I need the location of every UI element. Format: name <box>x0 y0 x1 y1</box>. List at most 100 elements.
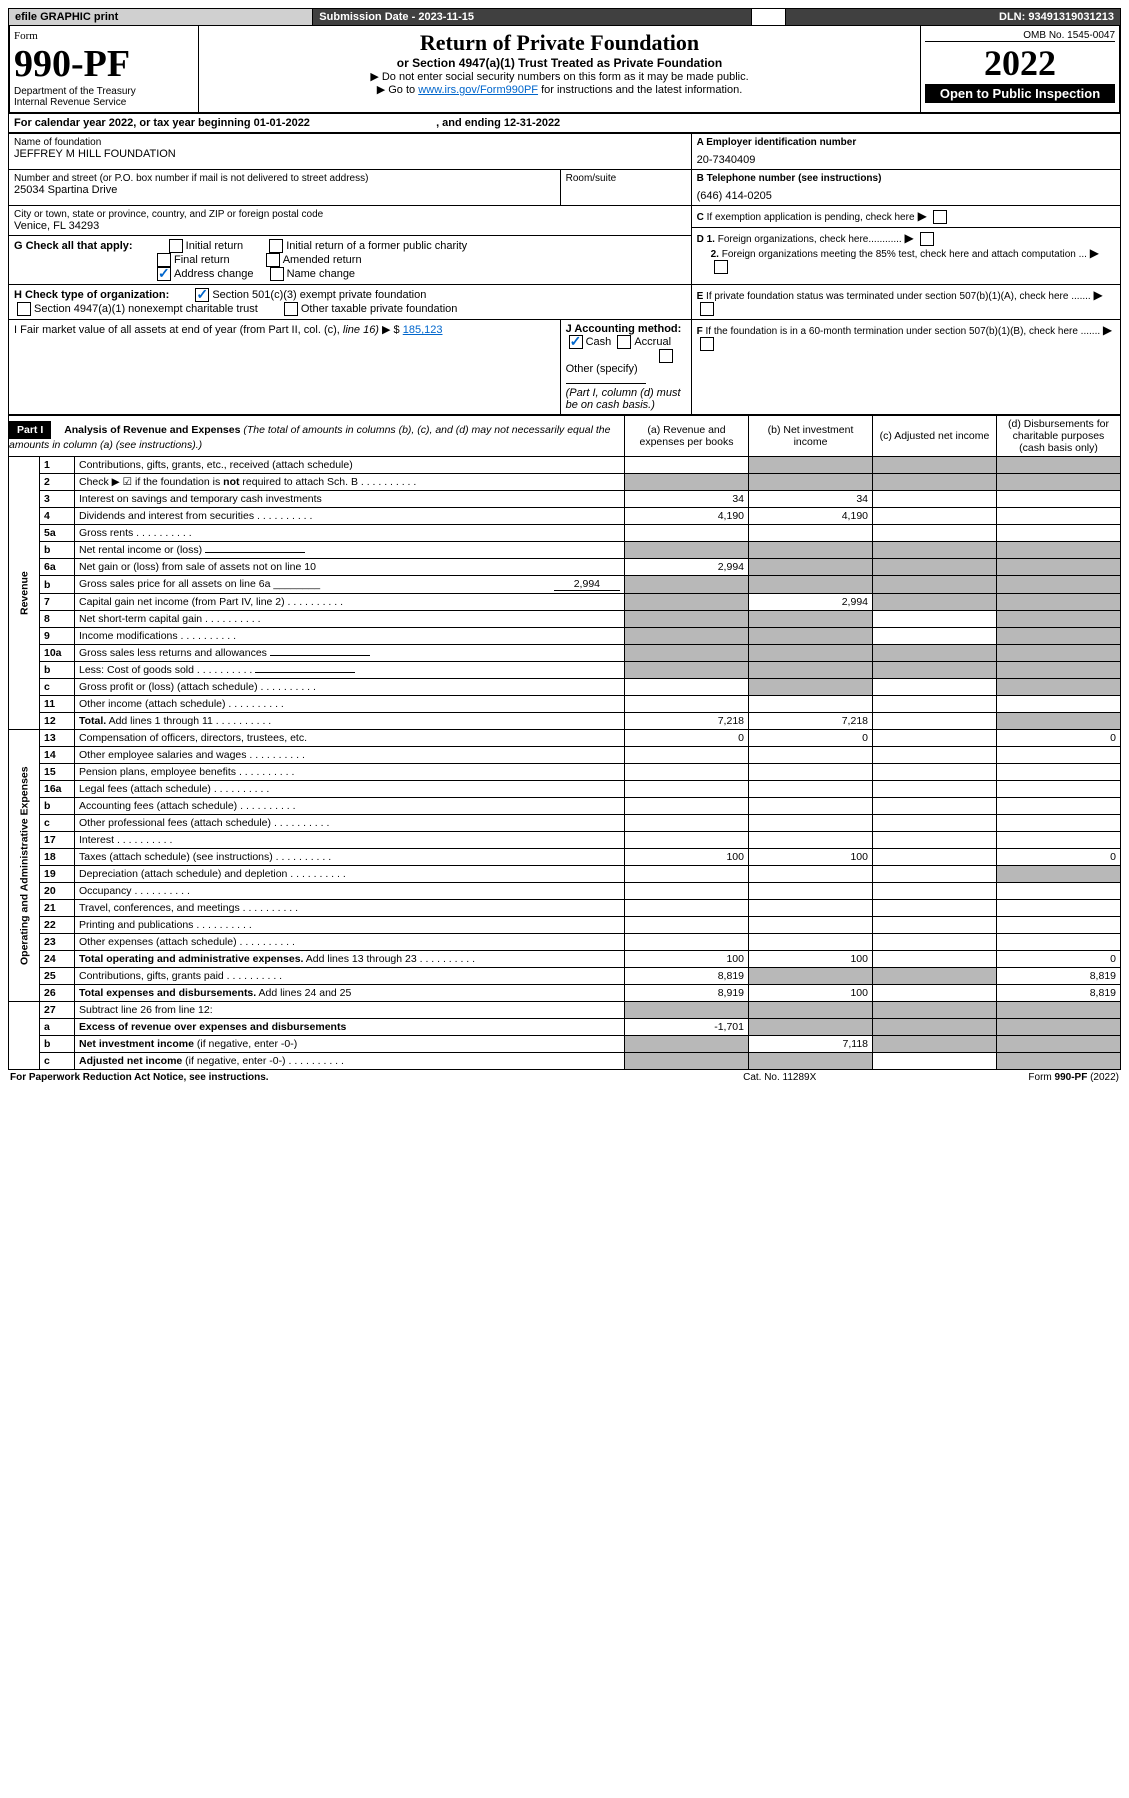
c-checkbox[interactable] <box>933 210 947 224</box>
line-desc: Accounting fees (attach schedule) <box>75 798 625 815</box>
cell-a: 4,190 <box>625 508 749 525</box>
cell-b <box>749 457 873 474</box>
city-label: City or town, state or province, country… <box>14 209 686 220</box>
h-501c3-checkbox[interactable] <box>195 288 209 302</box>
table-row: 6aNet gain or (loss) from sale of assets… <box>9 559 1121 576</box>
cell-d <box>997 508 1121 525</box>
line-no: 10a <box>40 645 75 662</box>
line-no: 13 <box>40 730 75 747</box>
line-no: 26 <box>40 985 75 1002</box>
cell-d <box>997 934 1121 951</box>
g-amended-checkbox[interactable] <box>266 253 280 267</box>
cell-b <box>749 628 873 645</box>
cell-a <box>625 747 749 764</box>
cell-d <box>997 900 1121 917</box>
line-desc: Gross rents <box>75 525 625 542</box>
cell-b <box>749 781 873 798</box>
efile-btn[interactable]: efile GRAPHIC print <box>9 9 313 26</box>
name-label: Name of foundation <box>14 137 686 148</box>
line-desc: Interest <box>75 832 625 849</box>
line-no: 5a <box>40 525 75 542</box>
table-row: 21Travel, conferences, and meetings <box>9 900 1121 917</box>
cell-d <box>997 781 1121 798</box>
table-row: cOther professional fees (attach schedul… <box>9 815 1121 832</box>
j-accrual-checkbox[interactable] <box>617 335 631 349</box>
line-desc: Total expenses and disbursements. Add li… <box>75 985 625 1002</box>
line-desc: Gross profit or (loss) (attach schedule) <box>75 679 625 696</box>
part1-label: Part I <box>9 421 51 439</box>
cell-b <box>749 1019 873 1036</box>
h-4947-checkbox[interactable] <box>17 302 31 316</box>
cell-a <box>625 628 749 645</box>
line-desc: Occupancy <box>75 883 625 900</box>
line-desc: Subtract line 26 from line 12: <box>75 1002 625 1019</box>
cell-b: 34 <box>749 491 873 508</box>
cell-c <box>873 713 997 730</box>
ein-label: A Employer identification number <box>697 137 857 148</box>
e-checkbox[interactable] <box>700 302 714 316</box>
line-no: 3 <box>40 491 75 508</box>
line-desc: Printing and publications <box>75 917 625 934</box>
cell-c <box>873 730 997 747</box>
table-row: 15Pension plans, employee benefits <box>9 764 1121 781</box>
line-no: b <box>40 542 75 559</box>
cell-b <box>749 662 873 679</box>
j-other-checkbox[interactable] <box>659 349 673 363</box>
col-d: (d) Disbursements for charitable purpose… <box>997 416 1121 457</box>
table-row: bGross sales price for all assets on lin… <box>9 576 1121 594</box>
cell-b: 7,218 <box>749 713 873 730</box>
form-word: Form <box>14 30 38 42</box>
cell-b <box>749 542 873 559</box>
j-note: (Part I, column (d) must be on cash basi… <box>566 387 681 411</box>
g-name-checkbox[interactable] <box>270 267 284 281</box>
cell-c <box>873 645 997 662</box>
cell-b <box>749 883 873 900</box>
cell-b: 0 <box>749 730 873 747</box>
addr-label: Number and street (or P.O. box number if… <box>14 173 555 184</box>
g-initial-former-checkbox[interactable] <box>269 239 283 253</box>
f-checkbox[interactable] <box>700 337 714 351</box>
calendar-year: For calendar year 2022, or tax year begi… <box>8 114 1121 133</box>
table-row: 22Printing and publications <box>9 917 1121 934</box>
cell-a <box>625 798 749 815</box>
cell-b <box>749 679 873 696</box>
g-address-checkbox[interactable] <box>157 267 171 281</box>
j-cash-checkbox[interactable] <box>569 335 583 349</box>
line-no: 11 <box>40 696 75 713</box>
ein: 20-7340409 <box>697 148 1115 166</box>
cell-c <box>873 474 997 491</box>
d1-checkbox[interactable] <box>920 232 934 246</box>
cell-d: 8,819 <box>997 985 1121 1002</box>
line-desc: Other employee salaries and wages <box>75 747 625 764</box>
h-other-checkbox[interactable] <box>284 302 298 316</box>
cell-b <box>749 815 873 832</box>
table-row: 7Capital gain net income (from Part IV, … <box>9 594 1121 611</box>
cell-a <box>625 474 749 491</box>
cell-d <box>997 747 1121 764</box>
line-desc: Excess of revenue over expenses and disb… <box>75 1019 625 1036</box>
g-initial-checkbox[interactable] <box>169 239 183 253</box>
cell-a <box>625 1002 749 1019</box>
cell-b <box>749 832 873 849</box>
line-no: a <box>40 1019 75 1036</box>
c-label: C If exemption application is pending, c… <box>697 212 915 223</box>
cell-a <box>625 576 749 594</box>
line-no: c <box>40 679 75 696</box>
side-label: Operating and Administrative Expenses <box>9 730 40 1002</box>
telephone: (646) 414-0205 <box>697 184 1115 202</box>
irs-link[interactable]: www.irs.gov/Form990PF <box>418 84 538 96</box>
cell-b <box>749 645 873 662</box>
side-label: Revenue <box>9 457 40 730</box>
cell-b <box>749 559 873 576</box>
dept: Department of the Treasury <box>14 86 194 97</box>
d2-checkbox[interactable] <box>714 260 728 274</box>
d2: 2. Foreign organizations meeting the 85%… <box>697 246 1115 274</box>
part1-table: Part I Analysis of Revenue and Expenses … <box>8 415 1121 1070</box>
cell-c <box>873 934 997 951</box>
line-desc: Taxes (attach schedule) (see instruction… <box>75 849 625 866</box>
table-row: 14Other employee salaries and wages <box>9 747 1121 764</box>
table-row: 20Occupancy <box>9 883 1121 900</box>
cell-c <box>873 781 997 798</box>
line-no: 19 <box>40 866 75 883</box>
cell-c <box>873 815 997 832</box>
